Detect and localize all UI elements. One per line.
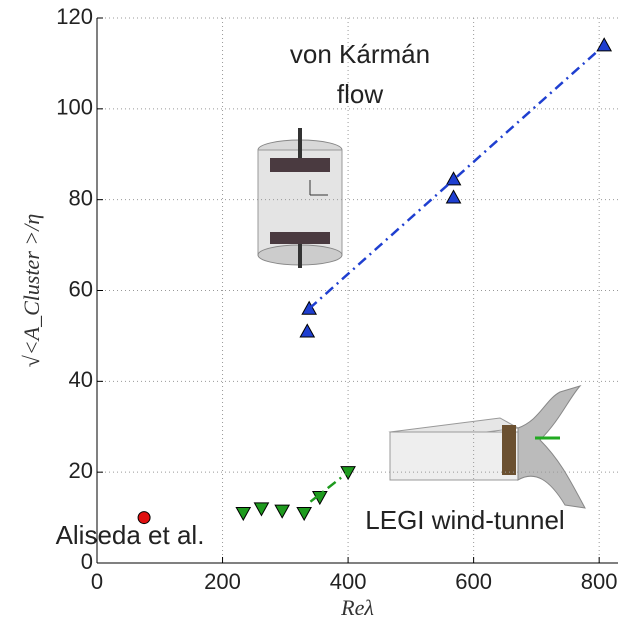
x-tick-label: 400 (330, 569, 367, 594)
point (253, 502, 270, 517)
point (296, 506, 312, 522)
y-axis-label: √<A_Cluster >/η (19, 214, 44, 368)
annotation: von Kármán (290, 39, 430, 69)
y-tick-label: 0 (81, 549, 93, 574)
point (596, 37, 613, 52)
y-tick-label: 60 (69, 276, 93, 301)
annotation: flow (337, 79, 383, 109)
y-tick-label: 20 (69, 458, 93, 483)
wind-tunnel-illustration (388, 385, 586, 509)
x-tick-label: 600 (455, 569, 492, 594)
annotation: Aliseda et al. (56, 520, 205, 550)
annotation: LEGI wind-tunnel (365, 505, 564, 535)
point (299, 323, 316, 338)
y-tick-label: 100 (56, 95, 93, 120)
point (445, 189, 462, 204)
x-tick-label: 800 (581, 569, 618, 594)
x-axis-label: Reλ (340, 595, 374, 620)
x-tick-label: 0 (91, 569, 103, 594)
cylinder-illustration (257, 128, 343, 268)
point (445, 171, 462, 186)
point (137, 511, 151, 525)
y-tick-label: 80 (69, 185, 93, 210)
fit-line (309, 471, 349, 503)
y-tick-label: 40 (69, 367, 93, 392)
point (235, 506, 252, 522)
point (274, 504, 291, 519)
x-tick-label: 200 (204, 569, 241, 594)
y-tick-label: 120 (56, 4, 93, 29)
